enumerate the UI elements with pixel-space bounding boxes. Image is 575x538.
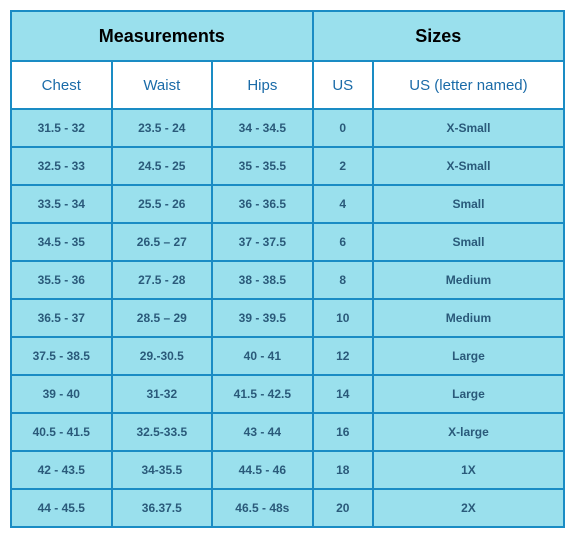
- table-cell: Medium: [373, 299, 564, 337]
- table-cell: 39 - 39.5: [212, 299, 313, 337]
- table-cell: 16: [313, 413, 373, 451]
- table-cell: 6: [313, 223, 373, 261]
- table-cell: 32.5-33.5: [112, 413, 213, 451]
- table-cell: 18: [313, 451, 373, 489]
- table-cell: 44 - 45.5: [11, 489, 112, 527]
- table-row: 37.5 - 38.529.-30.540 - 4112Large: [11, 337, 564, 375]
- table-cell: 25.5 - 26: [112, 185, 213, 223]
- table-cell: 34.5 - 35: [11, 223, 112, 261]
- table-cell: 14: [313, 375, 373, 413]
- table-cell: 28.5 – 29: [112, 299, 213, 337]
- table-cell: 43 - 44: [212, 413, 313, 451]
- table-cell: 37.5 - 38.5: [11, 337, 112, 375]
- table-cell: Small: [373, 223, 564, 261]
- table-cell: 36 - 36.5: [212, 185, 313, 223]
- group-header-measurements: Measurements: [11, 11, 313, 61]
- table-row: 33.5 - 3425.5 - 2636 - 36.54Small: [11, 185, 564, 223]
- table-cell: 1X: [373, 451, 564, 489]
- table-cell: 20: [313, 489, 373, 527]
- table-row: 35.5 - 3627.5 - 2838 - 38.58Medium: [11, 261, 564, 299]
- table-cell: Large: [373, 337, 564, 375]
- table-row: 36.5 - 3728.5 – 2939 - 39.510Medium: [11, 299, 564, 337]
- table-cell: 26.5 – 27: [112, 223, 213, 261]
- table-cell: 24.5 - 25: [112, 147, 213, 185]
- table-row: 31.5 - 3223.5 - 2434 - 34.50X-Small: [11, 109, 564, 147]
- size-chart-table: Measurements Sizes Chest Waist Hips US U…: [10, 10, 565, 528]
- group-header-sizes: Sizes: [313, 11, 564, 61]
- table-cell: 31.5 - 32: [11, 109, 112, 147]
- table-cell: 39 - 40: [11, 375, 112, 413]
- table-cell: Medium: [373, 261, 564, 299]
- table-cell: 8: [313, 261, 373, 299]
- table-cell: 2: [313, 147, 373, 185]
- table-cell: 32.5 - 33: [11, 147, 112, 185]
- table-cell: 46.5 - 48s: [212, 489, 313, 527]
- table-cell: 35 - 35.5: [212, 147, 313, 185]
- table-cell: 12: [313, 337, 373, 375]
- table-cell: 40.5 - 41.5: [11, 413, 112, 451]
- column-header-row: Chest Waist Hips US US (letter named): [11, 61, 564, 109]
- table-cell: 2X: [373, 489, 564, 527]
- table-cell: Small: [373, 185, 564, 223]
- table-body: 31.5 - 3223.5 - 2434 - 34.50X-Small32.5 …: [11, 109, 564, 527]
- table-cell: 41.5 - 42.5: [212, 375, 313, 413]
- table-row: 40.5 - 41.532.5-33.543 - 4416X-large: [11, 413, 564, 451]
- table-cell: 0: [313, 109, 373, 147]
- table-cell: 23.5 - 24: [112, 109, 213, 147]
- col-waist: Waist: [112, 61, 213, 109]
- table-cell: 27.5 - 28: [112, 261, 213, 299]
- table-cell: 33.5 - 34: [11, 185, 112, 223]
- table-row: 39 - 4031-3241.5 - 42.514Large: [11, 375, 564, 413]
- table-cell: Large: [373, 375, 564, 413]
- table-cell: X-Small: [373, 109, 564, 147]
- table-row: 44 - 45.536.37.546.5 - 48s202X: [11, 489, 564, 527]
- table-cell: 37 - 37.5: [212, 223, 313, 261]
- table-cell: 10: [313, 299, 373, 337]
- table-cell: 29.-30.5: [112, 337, 213, 375]
- col-us-letter: US (letter named): [373, 61, 564, 109]
- table-cell: 4: [313, 185, 373, 223]
- col-chest: Chest: [11, 61, 112, 109]
- table-row: 32.5 - 3324.5 - 2535 - 35.52X-Small: [11, 147, 564, 185]
- table-cell: 31-32: [112, 375, 213, 413]
- table-cell: X-Small: [373, 147, 564, 185]
- table-cell: 40 - 41: [212, 337, 313, 375]
- table-cell: 36.5 - 37: [11, 299, 112, 337]
- table-cell: 34-35.5: [112, 451, 213, 489]
- col-hips: Hips: [212, 61, 313, 109]
- table-row: 34.5 - 3526.5 – 2737 - 37.56Small: [11, 223, 564, 261]
- table-cell: 35.5 - 36: [11, 261, 112, 299]
- table-row: 42 - 43.534-35.544.5 - 46181X: [11, 451, 564, 489]
- table-cell: 42 - 43.5: [11, 451, 112, 489]
- group-header-row: Measurements Sizes: [11, 11, 564, 61]
- table-cell: 44.5 - 46: [212, 451, 313, 489]
- table-cell: 38 - 38.5: [212, 261, 313, 299]
- table-cell: X-large: [373, 413, 564, 451]
- table-cell: 34 - 34.5: [212, 109, 313, 147]
- col-us: US: [313, 61, 373, 109]
- table-cell: 36.37.5: [112, 489, 213, 527]
